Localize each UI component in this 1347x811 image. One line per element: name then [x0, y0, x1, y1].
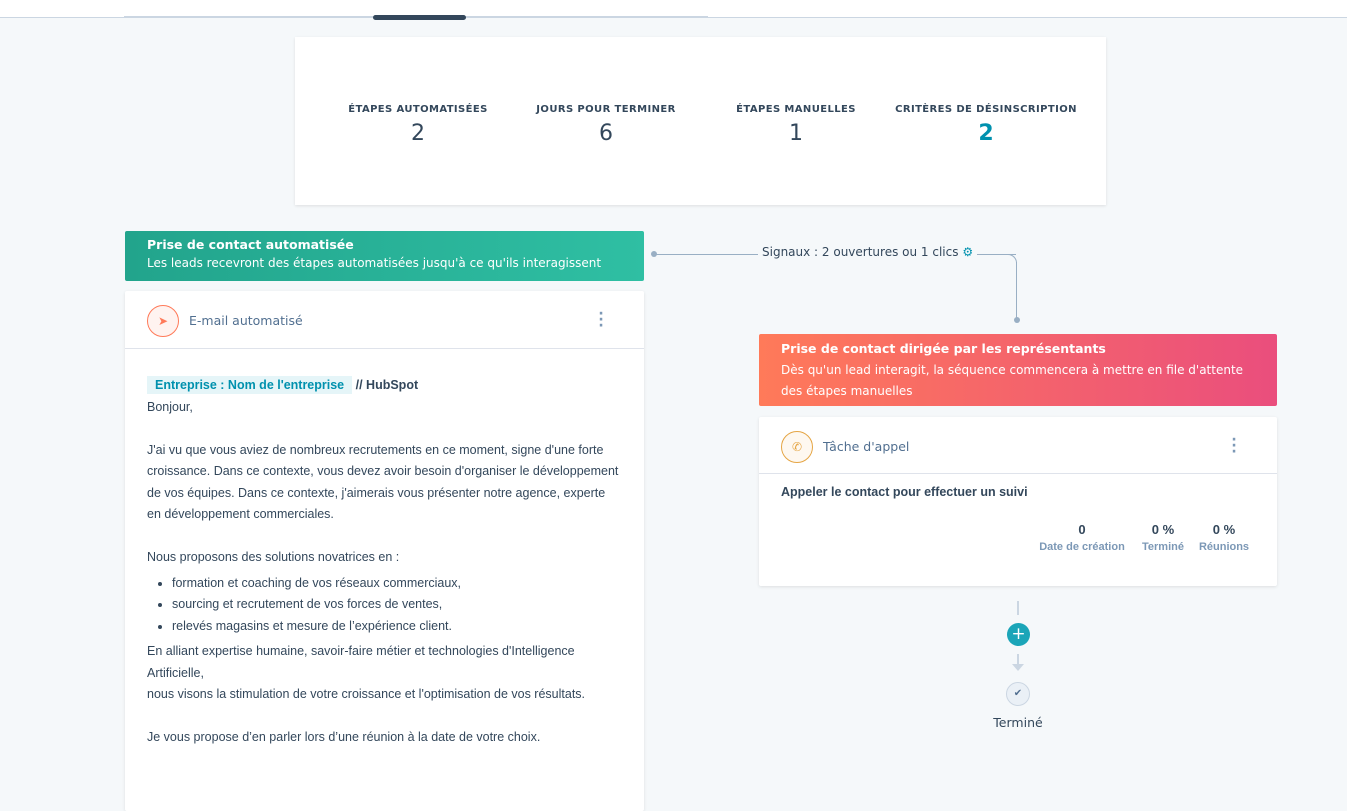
metric-created: 0 Date de création — [1039, 522, 1125, 553]
more-options-icon[interactable]: · · · — [598, 306, 604, 334]
metric-meetings: 0 % Réunions — [1198, 522, 1250, 553]
connector-line — [1017, 601, 1019, 615]
active-tab-indicator[interactable] — [373, 15, 466, 20]
list-item: formation et coaching de vos réseaux com… — [172, 573, 622, 595]
sequence-end-label: Terminé — [993, 715, 1043, 730]
stat-days-to-complete: JOURS POUR TERMINER 6 — [536, 104, 676, 146]
stat-unenroll-criteria[interactable]: CRITÈRES DE DÉSINSCRIPTION 2 — [895, 104, 1077, 146]
email-card-title: E-mail automatisé — [189, 313, 303, 328]
connector-line — [1017, 654, 1019, 664]
more-options-icon[interactable]: · · · — [1231, 432, 1237, 460]
phone-icon: ✆ — [781, 431, 813, 463]
metric-completed: 0 % Terminé — [1142, 522, 1184, 553]
manual-outreach-banner: Prise de contact dirigée par les représe… — [759, 334, 1277, 406]
checkmark-icon: ✔ — [1006, 682, 1030, 706]
connector-corner — [1006, 254, 1017, 263]
connector-dot — [1014, 317, 1020, 323]
send-icon: ➤ — [147, 305, 179, 337]
automated-outreach-banner: Prise de contact automatisée Les leads re… — [125, 231, 644, 281]
task-title: Appeler le contact pour effectuer un sui… — [781, 485, 1028, 499]
arrow-down-icon — [1012, 664, 1024, 671]
call-card-title: Tâche d'appel — [823, 439, 910, 454]
gear-icon[interactable]: ⚙ — [962, 245, 974, 259]
automated-email-card[interactable]: ➤ E-mail automatisé · · · Entreprise : Nom… — [125, 291, 644, 811]
add-step-button[interactable]: + — [1007, 623, 1030, 646]
signal-criteria[interactable]: Signaux : 2 ouvertures ou 1 clics ⚙ — [758, 245, 978, 259]
list-item: relevés magasins et mesure de l’expérien… — [172, 616, 622, 638]
personalization-token: Entreprise : Nom de l'entreprise — [147, 376, 353, 394]
call-task-card[interactable]: ✆ Tâche d'appel · · · Appeler le contact p… — [759, 417, 1277, 586]
stat-manual-steps: ÉTAPES MANUELLES 1 — [736, 104, 856, 146]
connector-line — [1016, 262, 1017, 320]
sequence-stats-card: ÉTAPES AUTOMATISÉES 2 JOURS POUR TERMINER… — [295, 37, 1106, 205]
email-body: Entreprise : Nom de l'entreprise // HubS… — [125, 349, 644, 775]
list-item: sourcing et recrutement de vos forces de… — [172, 594, 622, 616]
stat-automated-steps: ÉTAPES AUTOMATISÉES 2 — [348, 104, 488, 146]
